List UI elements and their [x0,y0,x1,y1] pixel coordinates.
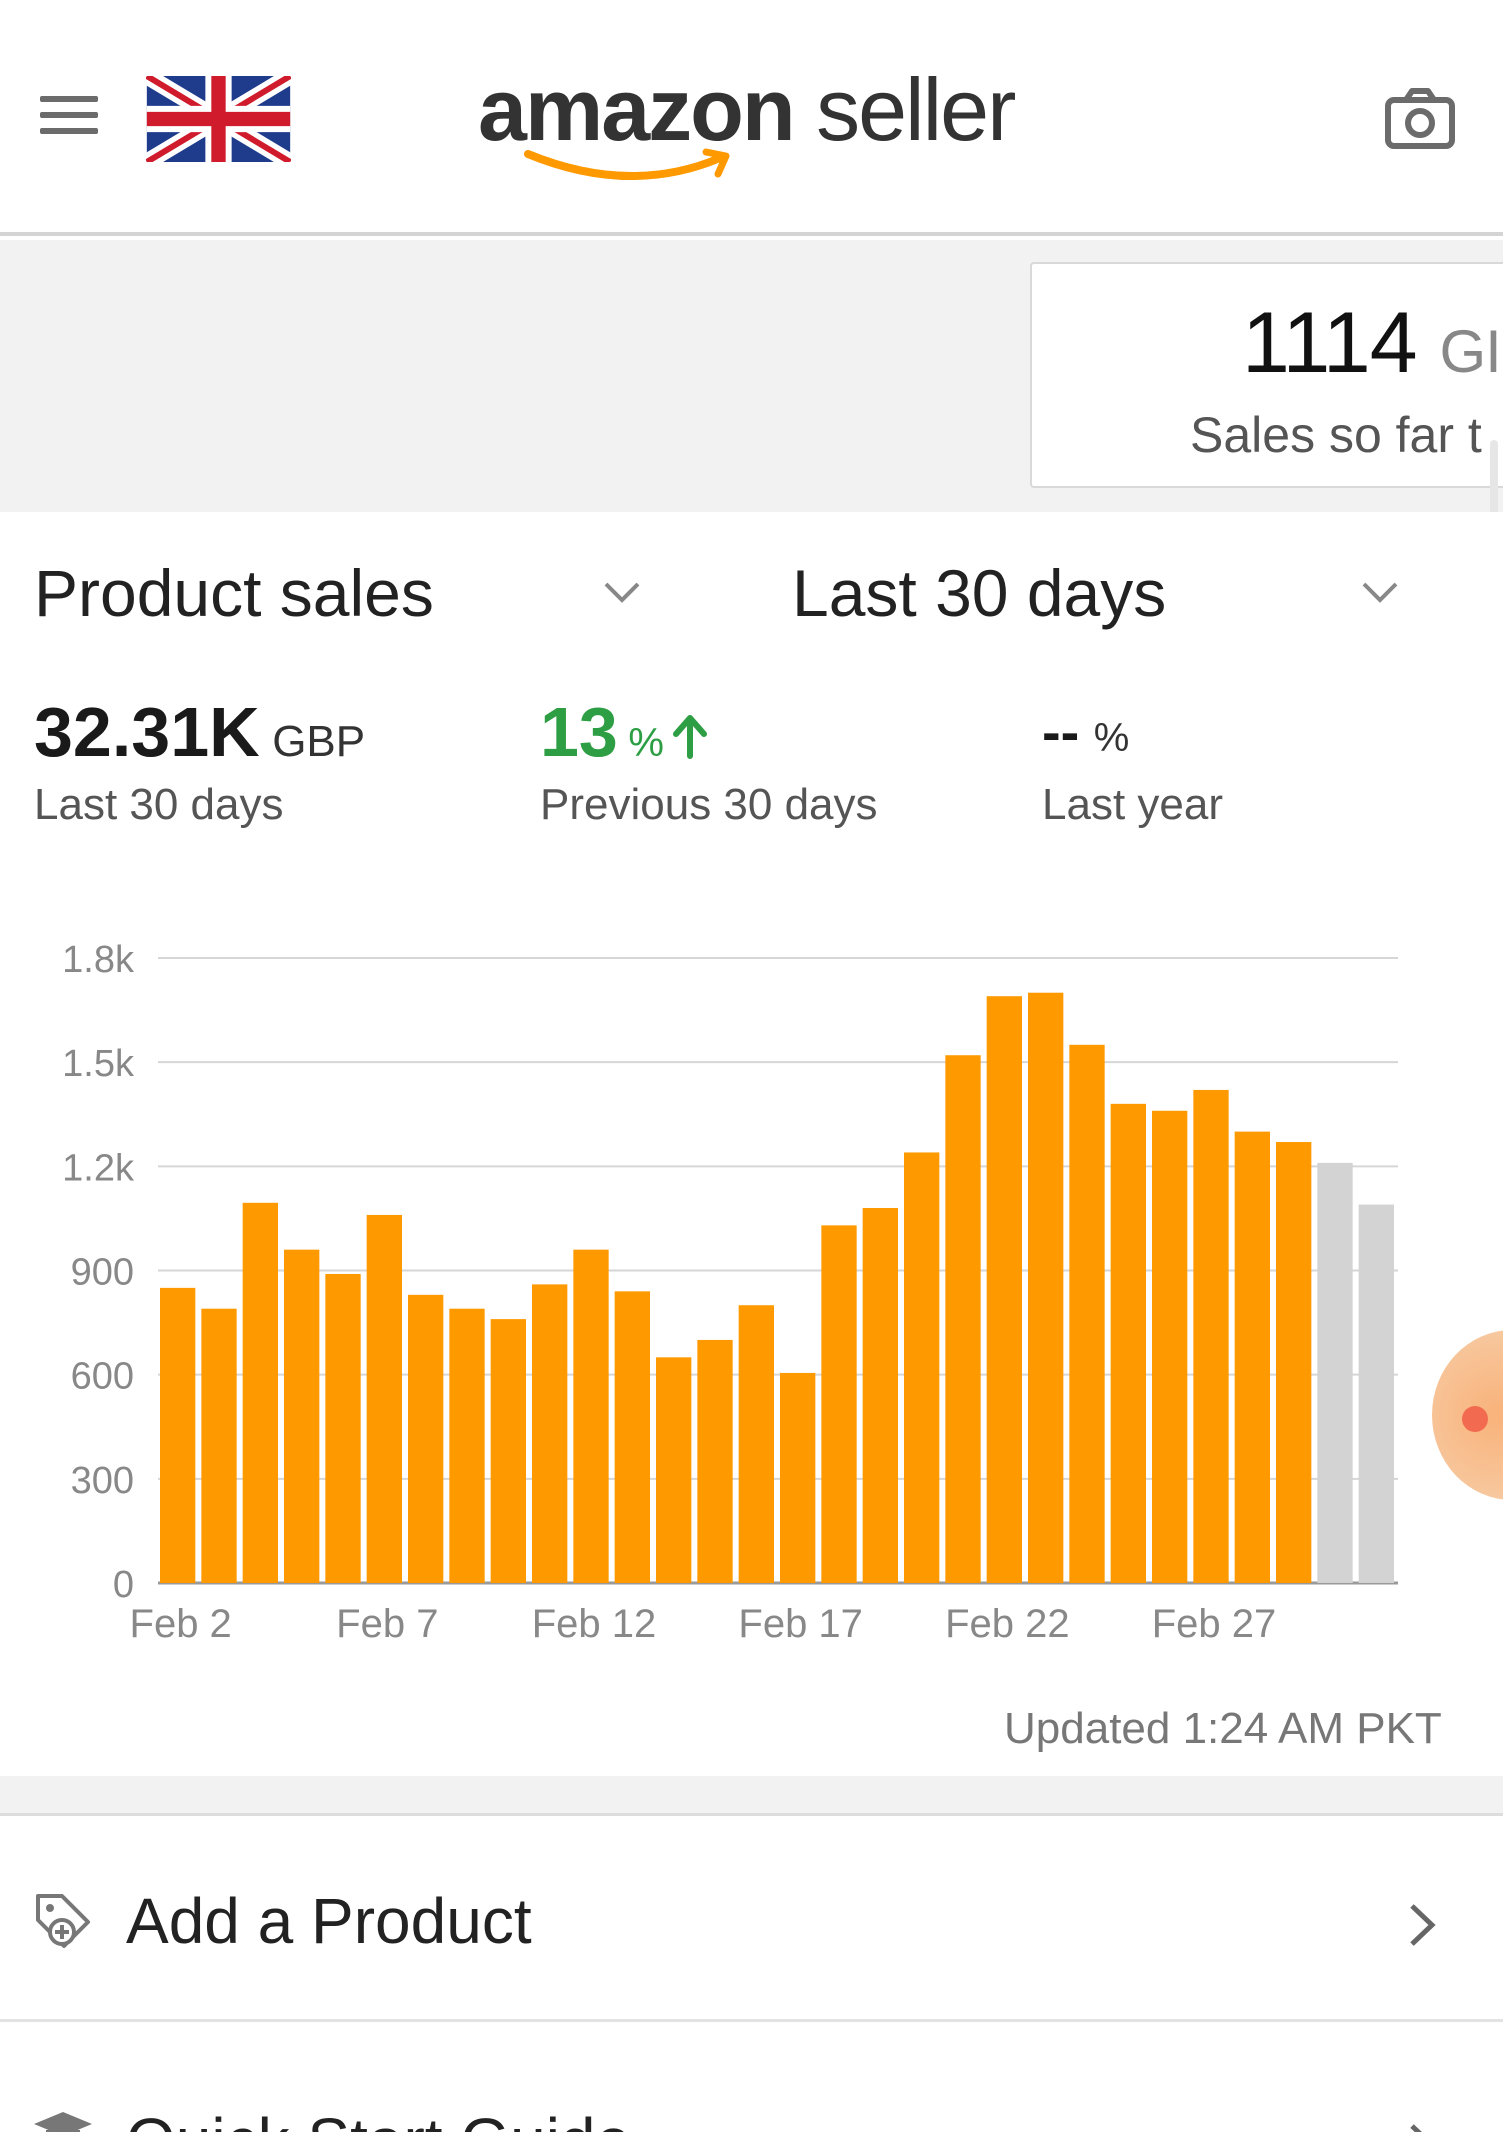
chart-bar [490,1319,526,1583]
list-item-add-product[interactable]: Add a Product [0,1822,1503,2022]
list-item-quick-start-guide[interactable]: Quick Start Guide [0,2026,1503,2132]
chart-bar [408,1294,444,1583]
metric-previous-30-days-value: 13 % [540,692,710,772]
chart-bar [1276,1142,1312,1583]
chevron-down-icon [604,582,640,603]
chart-bar [945,1055,981,1583]
sales-currency: GI [1439,318,1501,385]
x-tick-label: Feb 12 [532,1602,657,1646]
logo-brand: amazon [478,60,796,159]
chart-bar [1193,1089,1229,1583]
hamburger-menu-icon[interactable] [40,96,98,140]
chart-bar [1152,1110,1188,1583]
y-tick-label: 1.8k [62,939,135,981]
chart-bar [1358,1204,1394,1583]
chevron-right-icon [1410,2124,1422,2132]
chevron-right-icon [1410,1904,1436,1946]
x-tick-label: Feb 2 [130,1602,232,1646]
chart-bar [284,1249,320,1583]
metric-previous-30-days-label: Previous 30 days [540,780,878,829]
tag-add-icon [36,1894,90,1948]
list-item-label: Quick Start Guide [126,2096,631,2132]
graduation-cap-icon [34,2112,92,2132]
chart-bar [1069,1044,1105,1583]
chart-bar [986,996,1022,1583]
list-item-label: Add a Product [126,1885,532,1957]
chart-bar [697,1339,733,1583]
metric-last-year-unit: % [1093,716,1130,760]
x-tick-label: Feb 22 [945,1602,1070,1646]
notification-dot [1462,1406,1488,1432]
metric-last-30-days-value: 32.31K GBP [34,692,365,772]
metric-last-year-percent: -- [1042,700,1080,763]
chart-bar [862,1208,898,1583]
y-tick-label: 1.5k [62,1043,135,1085]
chart-bar [780,1372,816,1583]
sales-bar-chart: 0 300 600 900 1.2k 1.5k 1.8k Feb 2 Feb 7 Feb 12 Fe… [62,939,1398,1646]
chart-bar [1110,1103,1146,1583]
app-header: amazon seller [0,0,1503,236]
period-dropdown-label: Last 30 days [792,556,1167,630]
y-tick-label: 0 [113,1564,134,1606]
chart-bar [532,1284,568,1583]
chart-bar [821,1225,857,1583]
period-dropdown[interactable]: Last 30 days [792,548,1432,638]
metric-dropdown[interactable]: Product sales [34,548,654,638]
metric-total-unit: GBP [272,717,366,766]
y-tick-label: 300 [71,1460,134,1502]
metric-change-unit: % [628,721,664,765]
metric-last-year-label: Last year [1042,780,1223,829]
chart-bar [573,1249,609,1583]
sales-so-far-label: Sales so far t [1190,407,1482,463]
metric-dropdown-label: Product sales [34,556,434,630]
metric-total-sales: 32.31K [34,693,260,771]
amazon-seller-logo: amazon seller [478,60,1038,181]
y-tick-label: 1.2k [62,1147,135,1189]
amazon-smile-icon [524,148,730,181]
chart-bar [325,1273,361,1583]
metric-last-year-value: -- % [1042,692,1129,772]
x-tick-label: Feb 7 [336,1602,438,1646]
chart-bar [160,1287,196,1583]
x-tick-label: Feb 27 [1152,1602,1277,1646]
chart-bar [614,1291,650,1583]
arrow-up-icon [673,715,708,759]
x-tick-label: Feb 17 [738,1602,863,1646]
y-tick-label: 600 [71,1356,134,1398]
updated-timestamp: Updated 1:24 AM PKT [1004,1704,1442,1753]
chart-bar [1317,1162,1353,1583]
chart-bar [366,1214,402,1583]
chart-bar [1028,992,1064,1583]
chart-bar [1234,1131,1270,1583]
chart-bar [738,1305,774,1583]
sales-so-far-card[interactable]: 1114 GI Sales so far t [1030,262,1503,488]
uk-flag-icon[interactable] [146,76,291,162]
metric-change-percent: 13 [540,693,618,771]
chart-bar [449,1308,485,1583]
sales-amount: 1114 [1242,295,1418,391]
section-divider [0,1776,1503,1816]
sales-so-far-value: 1114 GI [1242,294,1502,393]
chart-bar [656,1357,692,1583]
camera-icon[interactable] [1384,88,1456,150]
metric-last-30-days-label: Last 30 days [34,780,284,829]
chart-bar [904,1152,940,1583]
chart-bar [242,1202,278,1583]
logo-sub: seller [816,60,1016,159]
chart-bar [201,1308,237,1583]
y-tick-label: 900 [71,1252,134,1294]
chevron-down-icon [1362,582,1398,603]
